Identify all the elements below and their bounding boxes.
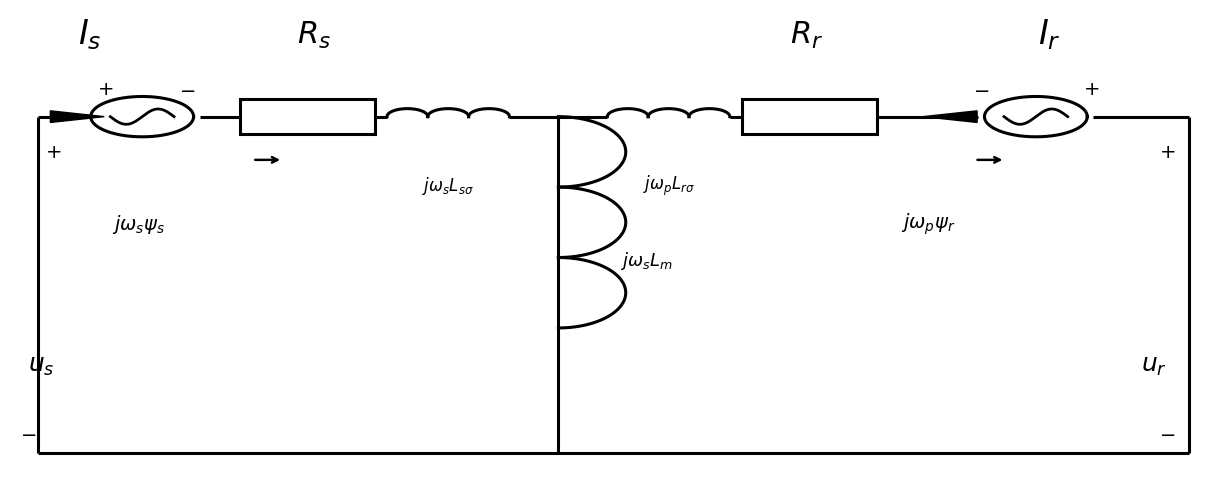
Text: $+$: $+$ <box>1082 81 1099 99</box>
Text: $R_r$: $R_r$ <box>790 19 823 51</box>
Polygon shape <box>923 111 977 123</box>
Text: $j\omega_s L_{s\sigma}$: $j\omega_s L_{s\sigma}$ <box>422 175 474 197</box>
Text: $-$: $-$ <box>179 81 195 99</box>
Text: $j\omega_p L_{r\sigma}$: $j\omega_p L_{r\sigma}$ <box>643 174 694 199</box>
Text: $+$: $+$ <box>1158 143 1175 162</box>
Text: $R_s$: $R_s$ <box>297 19 330 51</box>
Text: $j\omega_s L_m$: $j\omega_s L_m$ <box>620 250 672 272</box>
Bar <box>742 99 877 134</box>
Text: $j\omega_p \psi_r$: $j\omega_p \psi_r$ <box>901 212 956 238</box>
Text: $u_s$: $u_s$ <box>28 355 55 378</box>
Text: $-$: $-$ <box>973 81 989 99</box>
Text: $u_r$: $u_r$ <box>1141 355 1167 378</box>
Text: $I_r$: $I_r$ <box>1038 18 1060 52</box>
Text: $I_s$: $I_s$ <box>77 18 102 52</box>
Bar <box>240 99 374 134</box>
Text: $+$: $+$ <box>44 143 61 162</box>
Text: $-$: $-$ <box>20 425 37 442</box>
Polygon shape <box>50 111 104 123</box>
Text: $+$: $+$ <box>97 81 114 99</box>
Text: $j\omega_s \psi_s$: $j\omega_s \psi_s$ <box>112 213 164 236</box>
Text: $-$: $-$ <box>1158 425 1175 442</box>
